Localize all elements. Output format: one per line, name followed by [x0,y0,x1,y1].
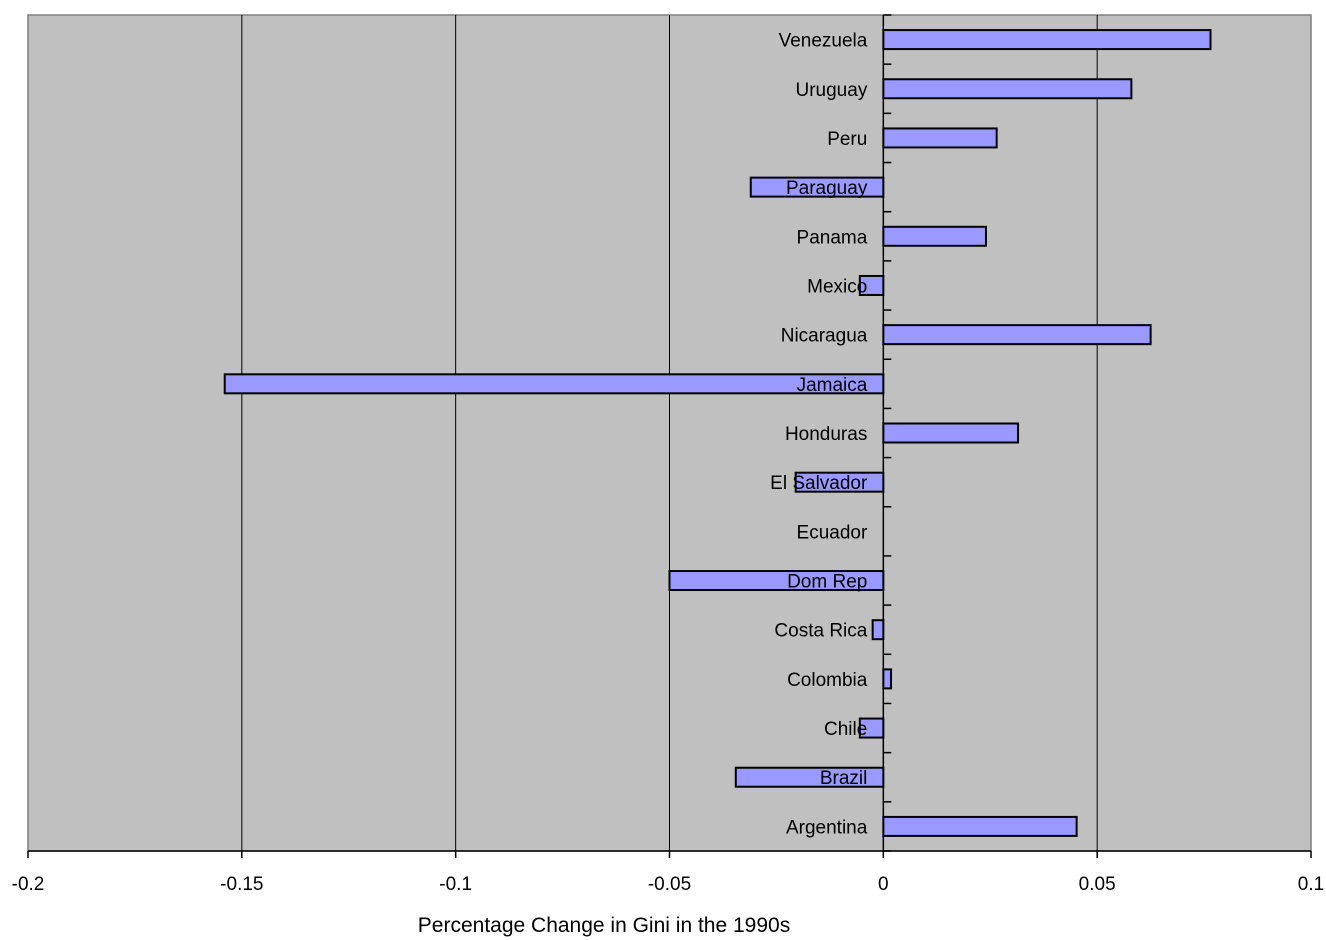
bars [223,29,1212,837]
category-label: Ecuador [797,522,868,543]
bar-nicaragua [882,324,1152,346]
category-label: Paraguay [786,178,868,199]
category-label: Nicaragua [781,326,868,347]
category-label: Chile [824,719,867,740]
category-label: Costa Rica [774,621,867,642]
x-tick-label: -0.2 [12,874,45,895]
category-label: Panama [797,227,868,248]
category-labels: Venezuela Uruguay Peru Paraguay Panama Mexico… [770,31,868,839]
category-label: Argentina [786,817,868,838]
category-label: Peru [827,129,867,150]
category-label: Brazil [820,768,868,789]
x-tick-label: -0.15 [220,874,263,895]
category-label: Venezuela [779,31,868,52]
bar-honduras [882,422,1020,444]
bar-uruguay [882,78,1133,100]
bar-panama [882,225,987,247]
category-label: Colombia [787,670,868,691]
category-label: Dom Rep [787,572,867,593]
bar-venezuela [882,29,1212,51]
axes: -0.2 -0.15 -0.1 -0.05 0 0.05 0.1 [12,14,1324,895]
x-tick-label: 0.1 [1298,874,1324,895]
bar-peru [882,127,998,149]
x-tick-label: -0.05 [648,874,691,895]
x-tick-label: -0.1 [439,874,472,895]
category-label: Uruguay [796,80,868,101]
bar-argentina [882,815,1078,837]
x-tick-label: 0.05 [1079,874,1116,895]
x-tick-label: 0 [878,874,889,895]
x-axis-title: Percentage Change in Gini in the 1990s [418,914,790,937]
bar-colombia [882,668,893,690]
category-label: Jamaica [797,375,868,396]
category-label: El Salvador [770,473,868,494]
bar-jamaica [223,373,885,395]
gridlines [241,15,1098,851]
category-label: Mexico [807,276,867,297]
bar-costa-rica [871,619,885,641]
category-label: Honduras [785,424,867,445]
